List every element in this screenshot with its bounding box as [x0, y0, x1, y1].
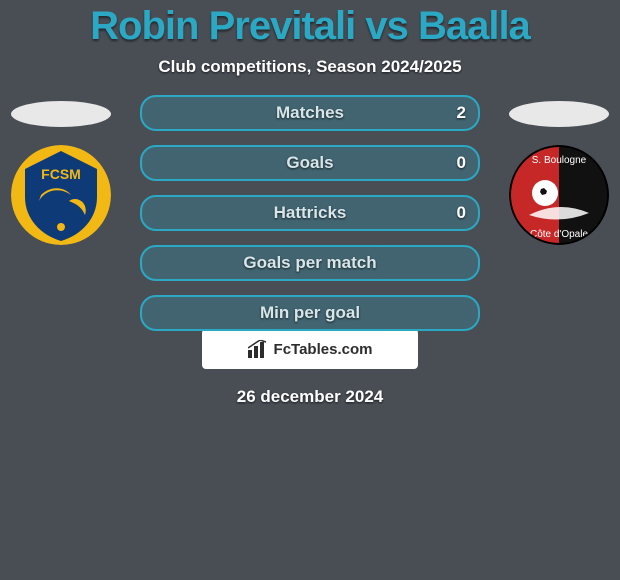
stat-bar-min-per-goal: Min per goal: [140, 295, 480, 331]
footer-date: 26 december 2024: [0, 387, 620, 407]
stat-label: Matches: [276, 103, 344, 123]
player-left-avatar: [11, 101, 111, 127]
stat-value-right: 0: [457, 203, 466, 223]
stat-value-right: 2: [457, 103, 466, 123]
player-right-avatar: [509, 101, 609, 127]
svg-text:FCSM: FCSM: [41, 166, 81, 182]
page-subtitle: Club competitions, Season 2024/2025: [0, 57, 620, 77]
stat-label: Goals per match: [243, 253, 376, 273]
stat-bar-hattricks: Hattricks 0: [140, 195, 480, 231]
club-badge-right: S. Boulogne Côte d'Opale: [509, 145, 609, 245]
stat-value-right: 0: [457, 153, 466, 173]
stat-bar-matches: Matches 2: [140, 95, 480, 131]
fcsm-badge-icon: FCSM: [11, 145, 111, 245]
boulogne-badge-icon: S. Boulogne Côte d'Opale: [509, 145, 609, 245]
stat-label: Hattricks: [274, 203, 347, 223]
svg-text:S. Boulogne: S. Boulogne: [532, 155, 587, 166]
comparison-area: FCSM S. Boulogne Côte d'Opale: [0, 95, 620, 315]
stat-label: Min per goal: [260, 303, 360, 323]
stats-bars: Matches 2 Goals 0 Hattricks 0 Goals per …: [140, 95, 480, 345]
page-title: Robin Previtali vs Baalla: [0, 4, 620, 49]
stat-bar-goals: Goals 0: [140, 145, 480, 181]
club-badge-left: FCSM: [11, 145, 111, 245]
player-right-column: S. Boulogne Côte d'Opale: [504, 95, 614, 245]
stat-bar-goals-per-match: Goals per match: [140, 245, 480, 281]
player-left-column: FCSM: [6, 95, 116, 245]
stat-label: Goals: [286, 153, 333, 173]
